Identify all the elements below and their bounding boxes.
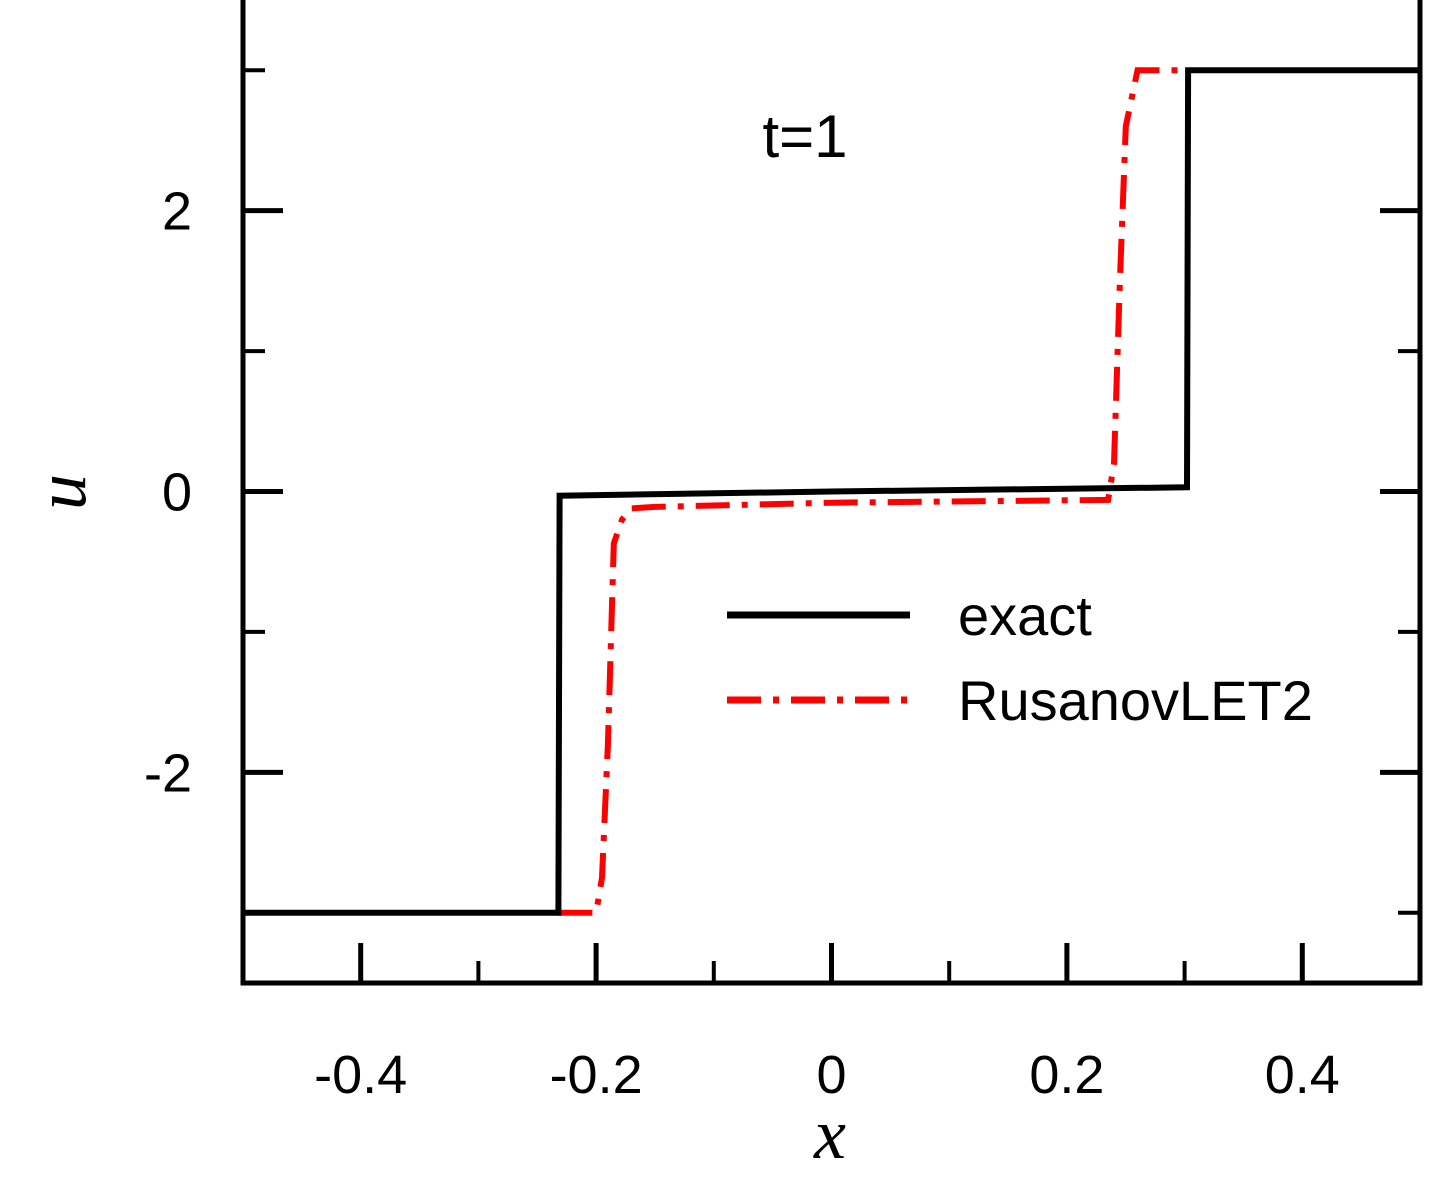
x-tick-label: 0.4 xyxy=(1265,1045,1340,1105)
x-axis-title: x xyxy=(813,1094,846,1174)
y-tick-label: -2 xyxy=(144,743,192,803)
legend-label: RusanovLET2 xyxy=(958,669,1313,732)
x-tick-label: 0 xyxy=(816,1045,846,1105)
y-axis-title: u xyxy=(21,474,101,510)
y-tick-label: 0 xyxy=(162,463,192,523)
series-layer xyxy=(243,67,1420,916)
x-axis-ticks: -0.4 -0.2 0 0.2 0.4 xyxy=(314,943,1340,1105)
minor-ticks xyxy=(243,68,1420,983)
y-tick-label: 2 xyxy=(162,182,192,242)
x-tick-label: -0.4 xyxy=(314,1045,407,1105)
series-line-exact xyxy=(243,67,1420,916)
legend-label: exact xyxy=(958,584,1092,647)
x-tick-label: -0.2 xyxy=(550,1045,643,1105)
series-line-rusanovlet2 xyxy=(558,67,1185,916)
legend: exact RusanovLET2 xyxy=(727,584,1313,732)
x-tick-label: 0.2 xyxy=(1029,1045,1104,1105)
y-axis-ticks: -2 0 2 xyxy=(144,182,1420,803)
annotation-label: t=1 xyxy=(762,103,847,170)
